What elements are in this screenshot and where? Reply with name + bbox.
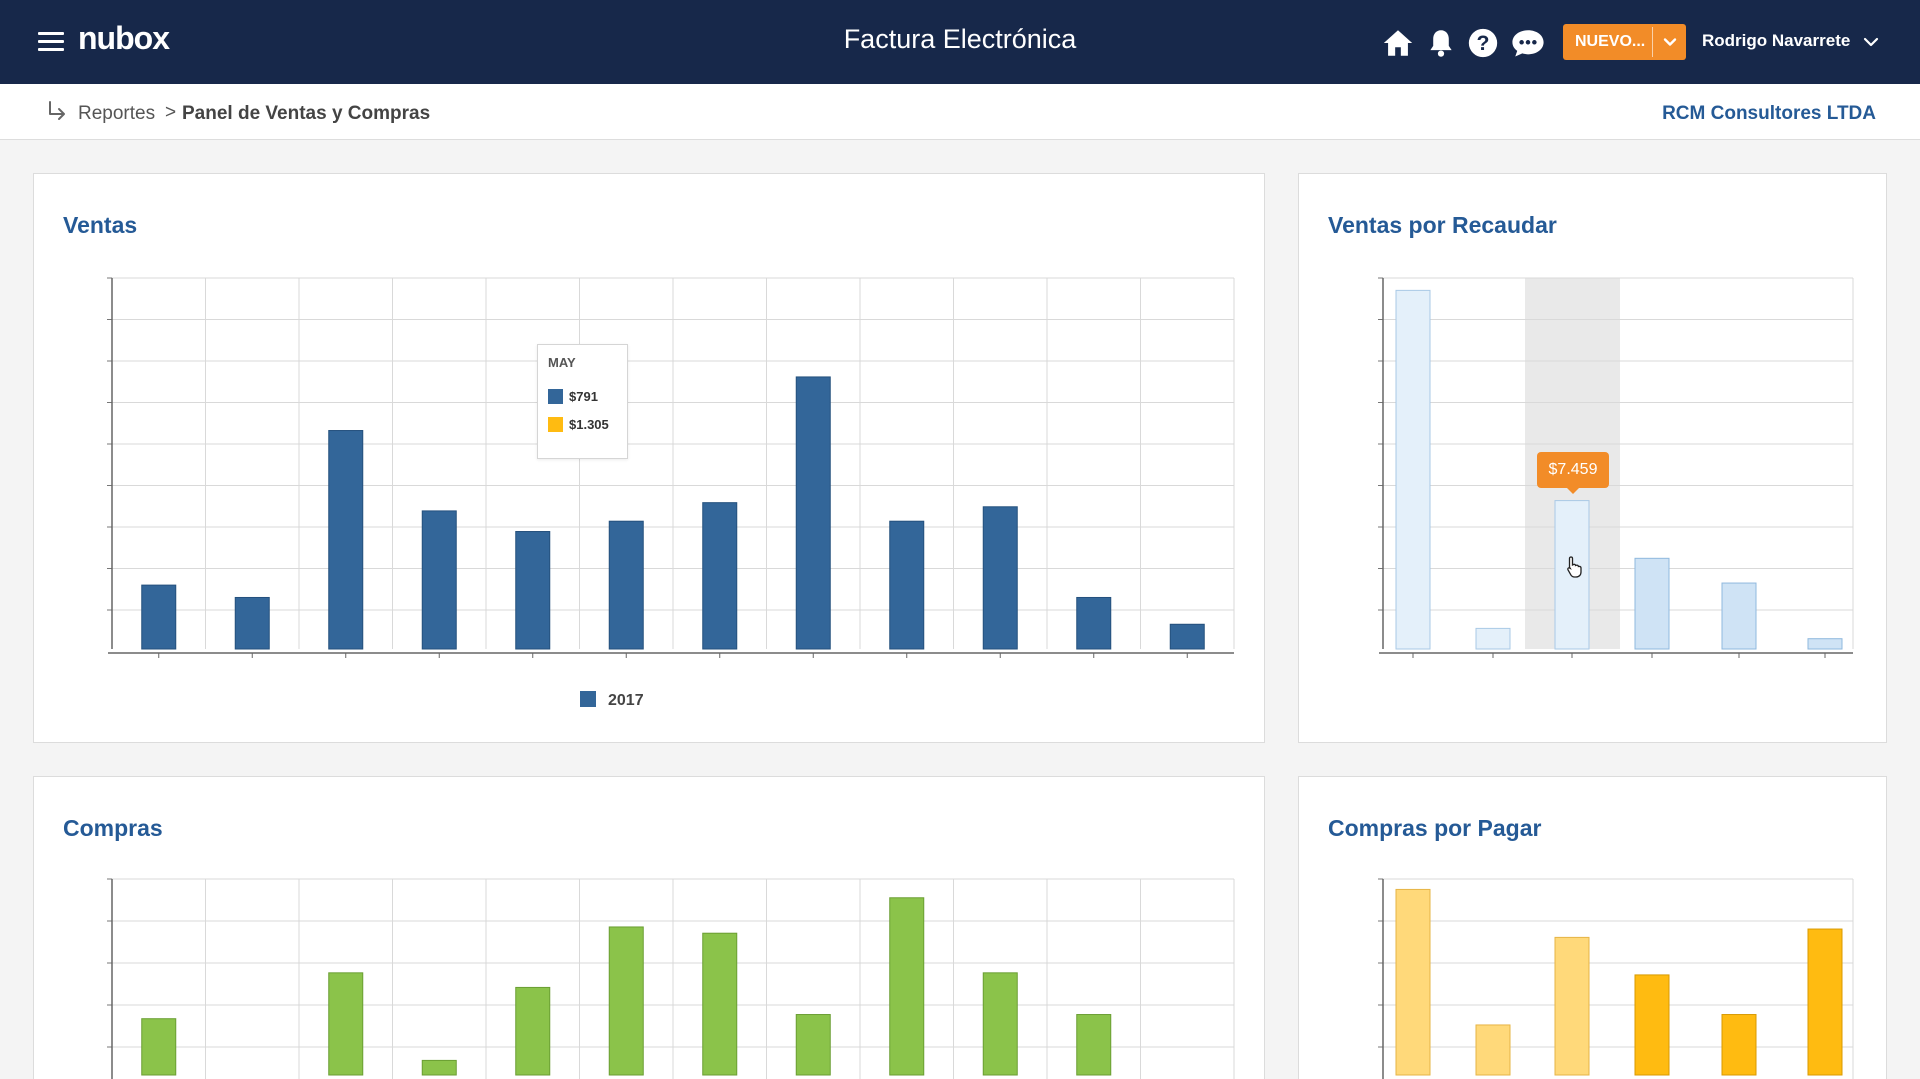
chart-bar bbox=[1634, 974, 1670, 1076]
chart-bar bbox=[1475, 627, 1511, 650]
tooltip-swatch bbox=[548, 389, 563, 404]
chart-bar bbox=[1076, 596, 1112, 650]
new-document-button[interactable]: NUEVO... bbox=[1563, 24, 1686, 60]
chart-bar bbox=[234, 596, 270, 650]
chart-bar bbox=[889, 520, 925, 650]
chart-bar bbox=[1169, 623, 1205, 650]
compras-por-pagar-card: Compras por Pagar bbox=[1298, 776, 1887, 1079]
chart-bar bbox=[141, 584, 177, 650]
card-title-pagar: Compras por Pagar bbox=[1328, 815, 1542, 841]
chart-bar bbox=[515, 531, 551, 650]
chart-bar bbox=[795, 1014, 831, 1076]
chart-bar bbox=[1807, 928, 1843, 1076]
tooltip-row: $791 bbox=[548, 389, 598, 404]
ventas-card: Ventas MAY $791 $1.305 2017 bbox=[33, 173, 1265, 743]
legend-swatch bbox=[580, 691, 596, 707]
chart-bar bbox=[1634, 557, 1670, 650]
menu-icon[interactable] bbox=[38, 32, 64, 52]
breadcrumb-separator: > bbox=[165, 102, 177, 123]
tooltip-value: $1.305 bbox=[569, 417, 609, 432]
help-icon[interactable]: ? bbox=[1466, 26, 1500, 60]
button-divider bbox=[1652, 27, 1653, 57]
ventas-por-recaudar-card: Ventas por Recaudar $7.459 bbox=[1298, 173, 1887, 743]
chart-bar bbox=[608, 520, 644, 650]
chevron-down-icon[interactable] bbox=[1660, 32, 1680, 52]
chart-bar bbox=[889, 897, 925, 1076]
legend-label: 2017 bbox=[608, 692, 644, 709]
chart-bar bbox=[328, 430, 364, 650]
svg-text:?: ? bbox=[1477, 31, 1490, 55]
tooltip-month: MAY bbox=[548, 355, 576, 370]
chart-bar bbox=[1076, 1014, 1112, 1076]
chart-bar bbox=[982, 972, 1018, 1076]
bell-icon[interactable] bbox=[1424, 26, 1458, 60]
return-arrow-icon bbox=[46, 100, 68, 122]
chart-bar bbox=[421, 510, 457, 650]
chart-bar bbox=[702, 932, 738, 1076]
tooltip-swatch bbox=[548, 417, 563, 432]
tooltip-value: $791 bbox=[569, 389, 598, 404]
chart-bar bbox=[608, 926, 644, 1076]
hand-cursor-icon bbox=[1565, 555, 1585, 579]
breadcrumb-item-current: Panel de Ventas y Compras bbox=[182, 103, 431, 124]
chat-icon[interactable] bbox=[1509, 26, 1547, 60]
chart-bar bbox=[141, 1018, 177, 1076]
chart-bar bbox=[982, 506, 1018, 650]
value-label-flag: $7.459 bbox=[1537, 452, 1609, 494]
chart-bar bbox=[1475, 1024, 1511, 1076]
chart-bar bbox=[421, 1059, 457, 1076]
chart-bar bbox=[1395, 289, 1431, 650]
chart-legend[interactable]: 2017 bbox=[580, 691, 644, 710]
new-button-label: NUEVO... bbox=[1575, 33, 1646, 50]
chevron-down-icon[interactable] bbox=[1862, 35, 1880, 49]
breadcrumb: Reportes > Panel de Ventas y Compras RCM… bbox=[0, 84, 1920, 140]
home-icon[interactable] bbox=[1381, 26, 1415, 60]
chart-bar bbox=[515, 986, 551, 1076]
card-title-compras: Compras bbox=[63, 815, 163, 841]
pagar-chart bbox=[1378, 878, 1854, 1079]
chart-bar bbox=[328, 972, 364, 1076]
chart-bar bbox=[795, 376, 831, 650]
tooltip-row: $1.305 bbox=[548, 417, 609, 432]
chart-bar bbox=[1721, 1014, 1757, 1076]
compras-card: Compras bbox=[33, 776, 1265, 1079]
user-menu[interactable]: Rodrigo Navarrete bbox=[1702, 31, 1851, 50]
chart-bar bbox=[1721, 582, 1757, 650]
nubox-logo[interactable]: nubox bbox=[78, 20, 170, 56]
ventas-tooltip: MAY $791 $1.305 bbox=[537, 344, 628, 459]
company-name[interactable]: RCM Consultores LTDA bbox=[1662, 103, 1876, 124]
chart-bar bbox=[1395, 888, 1431, 1076]
card-title-recaudar: Ventas por Recaudar bbox=[1328, 212, 1557, 238]
compras-chart bbox=[107, 878, 1235, 1079]
chart-bar bbox=[1554, 936, 1590, 1076]
card-title-ventas: Ventas bbox=[63, 212, 138, 238]
breadcrumb-item-reportes[interactable]: Reportes bbox=[78, 103, 156, 124]
ventas-chart bbox=[107, 277, 1235, 658]
top-navigation-bar: nubox Factura Electrónica ? NUEVO... Rod… bbox=[0, 0, 1920, 84]
chart-bar bbox=[1807, 638, 1843, 650]
chart-bar bbox=[702, 502, 738, 650]
